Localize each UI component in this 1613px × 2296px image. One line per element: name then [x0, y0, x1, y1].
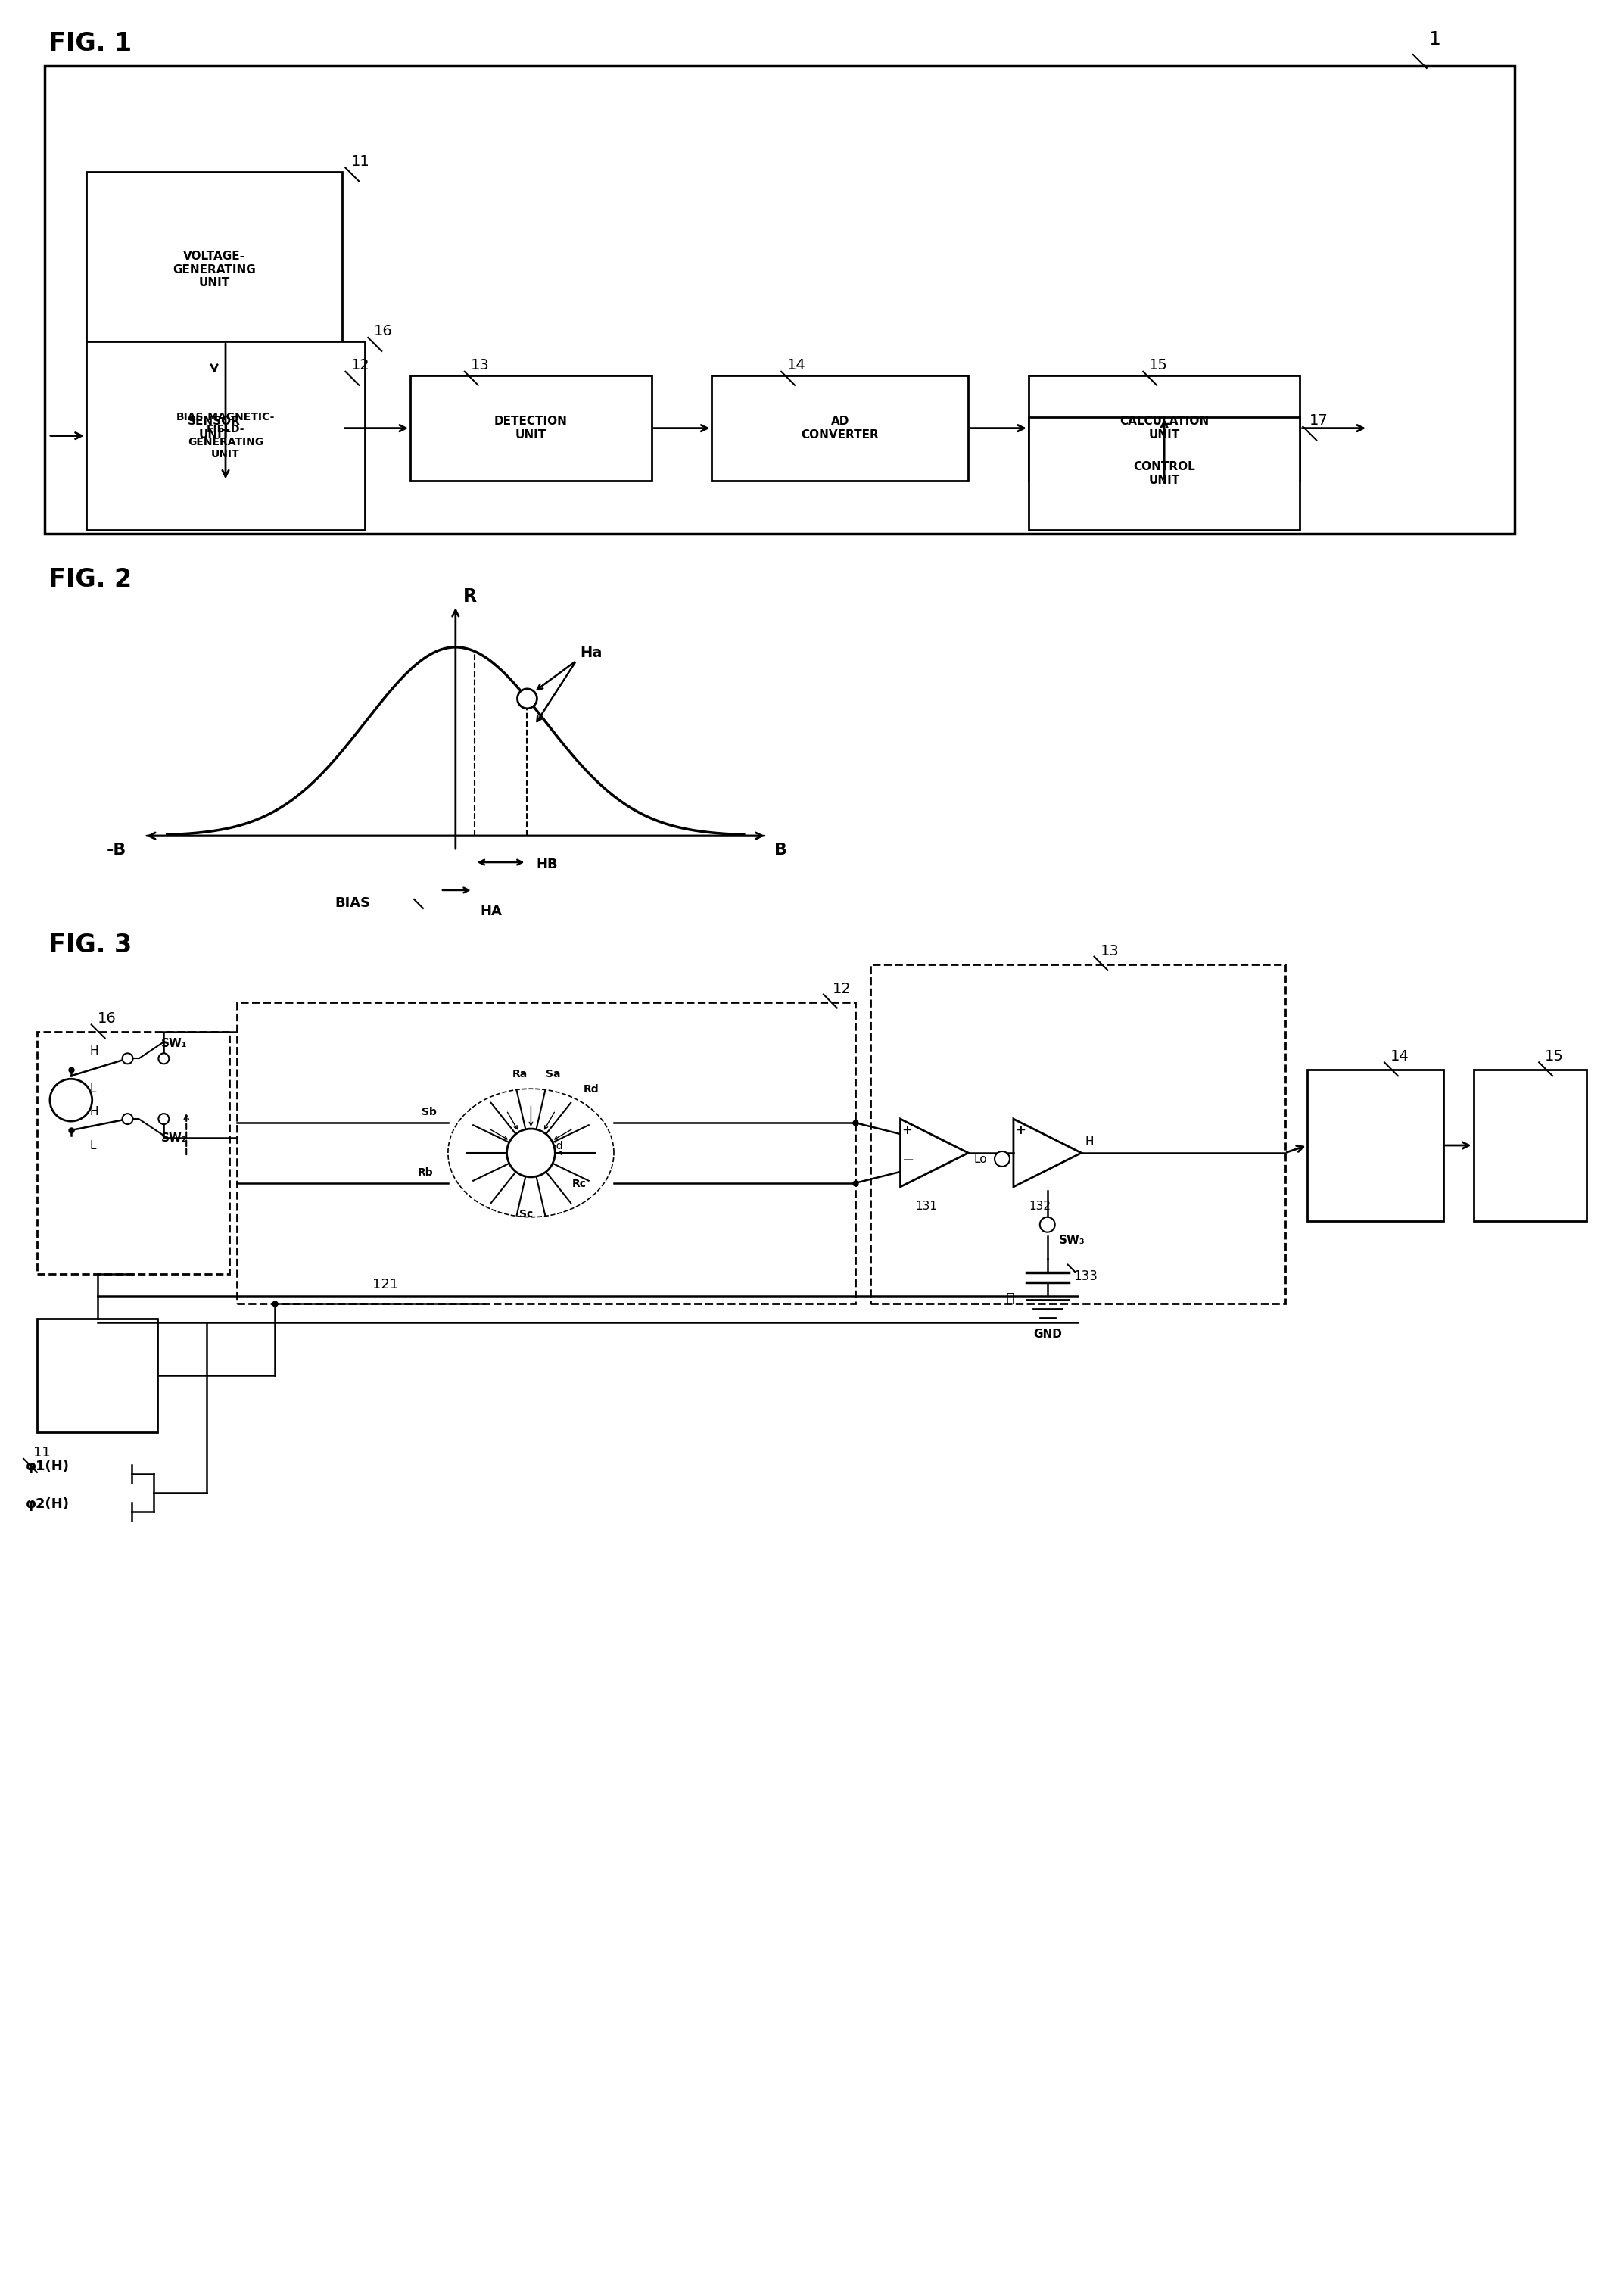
Circle shape	[50, 1079, 92, 1120]
Circle shape	[158, 1054, 169, 1063]
Text: DETECTION
UNIT: DETECTION UNIT	[494, 416, 568, 441]
Text: Ra: Ra	[511, 1070, 527, 1079]
Text: 12: 12	[832, 980, 852, 996]
Text: R: R	[463, 588, 477, 606]
Text: FIG. 3: FIG. 3	[48, 932, 132, 957]
FancyBboxPatch shape	[85, 342, 365, 530]
Text: ␥: ␥	[1007, 1293, 1013, 1306]
Text: FIG. 2: FIG. 2	[48, 567, 132, 592]
FancyBboxPatch shape	[410, 374, 652, 482]
Text: 15: 15	[1545, 1049, 1565, 1063]
Text: SENSOR
UNIT: SENSOR UNIT	[187, 416, 240, 441]
Circle shape	[123, 1054, 132, 1063]
Text: FIG. 1: FIG. 1	[48, 30, 132, 55]
Text: H: H	[90, 1045, 98, 1056]
Bar	[869, 964, 1286, 1304]
Text: 16: 16	[374, 324, 394, 338]
FancyBboxPatch shape	[1308, 1070, 1444, 1221]
Text: Sd: Sd	[550, 1141, 563, 1150]
Text: Rd: Rd	[584, 1084, 600, 1095]
Text: BIAS-MAGNETIC-
FIELD-
GENERATING
UNIT: BIAS-MAGNETIC- FIELD- GENERATING UNIT	[176, 411, 274, 459]
Text: −: −	[902, 1153, 915, 1166]
Text: GND: GND	[1032, 1329, 1061, 1341]
Text: 11: 11	[34, 1446, 50, 1460]
Text: φ1(H): φ1(H)	[26, 1460, 69, 1474]
Text: 14: 14	[1390, 1049, 1410, 1063]
Circle shape	[506, 1130, 555, 1178]
Text: φ2(H): φ2(H)	[26, 1497, 69, 1511]
Circle shape	[995, 1150, 1010, 1166]
Text: 11: 11	[352, 154, 371, 168]
Text: 13: 13	[471, 358, 489, 372]
FancyBboxPatch shape	[85, 172, 342, 367]
Text: Rc: Rc	[573, 1178, 587, 1189]
Text: B: B	[774, 843, 787, 859]
Circle shape	[518, 689, 537, 709]
Text: AD
CONVERTER: AD CONVERTER	[802, 416, 879, 441]
Text: Rb: Rb	[418, 1166, 434, 1178]
Text: VOLTAGE-
GENERATING
UNIT: VOLTAGE- GENERATING UNIT	[173, 250, 256, 289]
Text: BIAS: BIAS	[336, 895, 371, 909]
FancyBboxPatch shape	[1473, 1070, 1587, 1221]
Text: 17: 17	[1310, 413, 1327, 427]
Text: 13: 13	[1100, 944, 1119, 957]
Text: SW₁: SW₁	[161, 1038, 187, 1049]
FancyBboxPatch shape	[85, 374, 342, 482]
Text: 132: 132	[1029, 1201, 1050, 1212]
Text: 133: 133	[1074, 1270, 1098, 1283]
Text: 16: 16	[97, 1013, 116, 1026]
Text: HA: HA	[481, 905, 502, 918]
Text: H: H	[90, 1107, 98, 1118]
Text: CONTROL
UNIT: CONTROL UNIT	[1134, 461, 1195, 487]
Text: 1: 1	[1428, 30, 1440, 48]
Text: 15: 15	[1148, 358, 1168, 372]
Text: 131: 131	[916, 1201, 937, 1212]
Text: 12: 12	[352, 358, 371, 372]
Text: 121: 121	[373, 1279, 398, 1293]
Text: L: L	[90, 1141, 97, 1150]
Text: 14: 14	[787, 358, 806, 372]
Text: +: +	[1015, 1123, 1026, 1137]
FancyBboxPatch shape	[1029, 374, 1300, 482]
FancyBboxPatch shape	[37, 1318, 158, 1433]
Text: Sc: Sc	[519, 1208, 534, 1219]
Text: SW₂: SW₂	[161, 1132, 187, 1143]
Text: Ha: Ha	[581, 645, 602, 661]
Text: +: +	[902, 1123, 913, 1137]
Circle shape	[1040, 1217, 1055, 1233]
Text: CALCULATION
UNIT: CALCULATION UNIT	[1119, 416, 1210, 441]
FancyBboxPatch shape	[711, 374, 968, 482]
Text: H: H	[1086, 1137, 1094, 1148]
Text: -B: -B	[106, 843, 127, 859]
Bar	[237, 1001, 855, 1304]
Text: Lo: Lo	[974, 1153, 987, 1164]
Circle shape	[123, 1114, 132, 1125]
FancyBboxPatch shape	[1029, 418, 1300, 530]
Circle shape	[158, 1114, 169, 1125]
Bar	[37, 1033, 229, 1274]
Text: Sa: Sa	[547, 1070, 561, 1079]
Bar	[45, 67, 1515, 535]
Text: Sb: Sb	[421, 1107, 437, 1118]
Text: SW₃: SW₃	[1058, 1235, 1086, 1247]
Text: HB: HB	[536, 859, 558, 870]
Text: L: L	[90, 1084, 97, 1095]
